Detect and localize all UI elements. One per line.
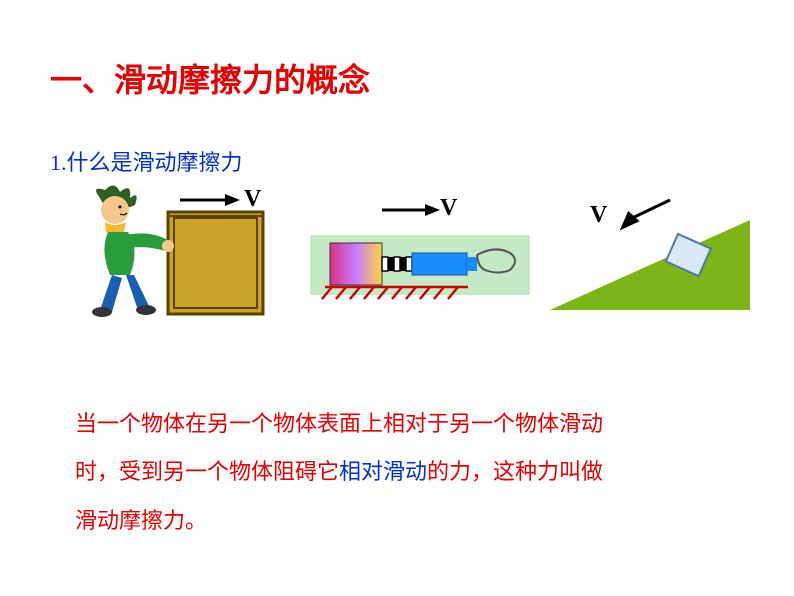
subtitle-text: 1.什么是滑动摩擦力	[50, 150, 243, 175]
diagram-push-box: V	[60, 180, 280, 330]
velocity-label-3: V	[590, 202, 607, 229]
body-line2a: 时，受到另一个物体阻碍它	[75, 459, 339, 484]
spring-block-svg	[310, 195, 530, 325]
diagram-incline: V	[550, 190, 750, 330]
section-title: 一、滑动摩擦力的概念	[50, 55, 370, 101]
velocity-label-1: V	[244, 186, 261, 213]
body-line2c: 的力，这种力叫做	[427, 459, 603, 484]
title-text: 一、滑动摩擦力的概念	[50, 62, 370, 98]
definition-paragraph: 当一个物体在另一个物体表面上相对于另一个物体滑动 时，受到另一个物体阻碍它相对滑…	[75, 400, 715, 545]
incline-svg	[550, 190, 750, 330]
diagram-spring-block: V	[310, 195, 530, 325]
velocity-label-2: V	[440, 195, 457, 222]
diagram-row: V V	[60, 180, 740, 340]
body-line1a: 当一个物体在另一个物体表面上相对于另一个物体滑动	[75, 411, 603, 436]
body-line3: 滑动摩擦力。	[75, 508, 207, 533]
body-line2b: 相对滑动	[339, 459, 427, 484]
subsection-heading: 1.什么是滑动摩擦力	[50, 145, 243, 177]
